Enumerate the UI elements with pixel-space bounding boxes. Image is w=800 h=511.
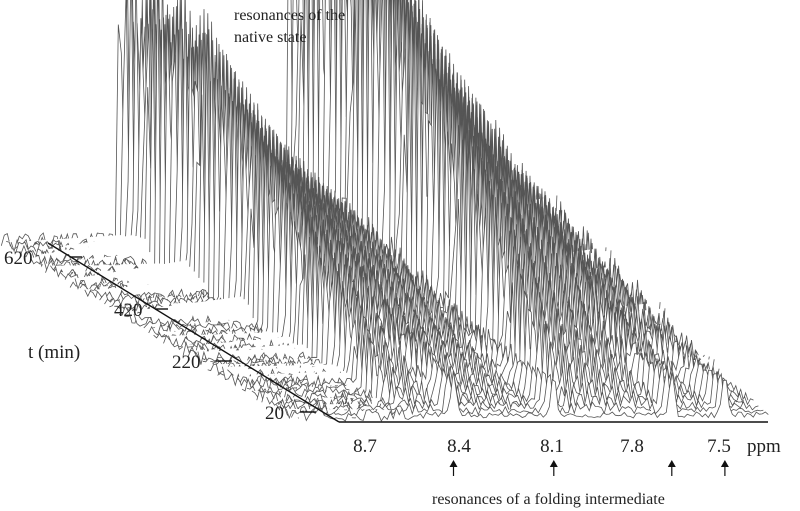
spectrum-trace (290, 371, 769, 422)
intermediate-arrow (720, 460, 729, 476)
ppm-tick-label: 8.4 (447, 436, 471, 457)
ppm-tick-label: 7.8 (620, 436, 644, 457)
intermediate-arrow (667, 460, 676, 476)
time-tick-label: 620 (4, 248, 33, 269)
native-state-annotation-line1: resonances of the (234, 7, 345, 24)
spectrum-trace (285, 365, 764, 420)
time-tick-label: 20 (265, 403, 284, 424)
intermediate-arrows (449, 460, 729, 476)
ppm-tick-label: 8.1 (540, 436, 564, 457)
time-axis-title: t (min) (28, 342, 80, 363)
native-state-annotation-line2: native state (234, 29, 306, 46)
spectra-traces (0, 0, 769, 422)
time-tick-label: 220 (172, 352, 201, 373)
ppm-tick-label-group: 8.7 8.4 8.1 7.8 7.5 ppm (353, 436, 781, 457)
intermediate-arrow (549, 460, 558, 476)
time-tick-label: 420 (114, 300, 143, 321)
ppm-unit-label: ppm (747, 436, 781, 457)
intermediate-annotation: resonances of a folding intermediate (432, 491, 665, 508)
ppm-tick-label: 8.7 (353, 436, 377, 457)
time-tick-group: 620 420 220 20 (4, 248, 316, 424)
intermediate-arrow (449, 460, 458, 476)
ppm-tick-label: 7.5 (707, 436, 731, 457)
time-axis-line (47, 242, 340, 423)
